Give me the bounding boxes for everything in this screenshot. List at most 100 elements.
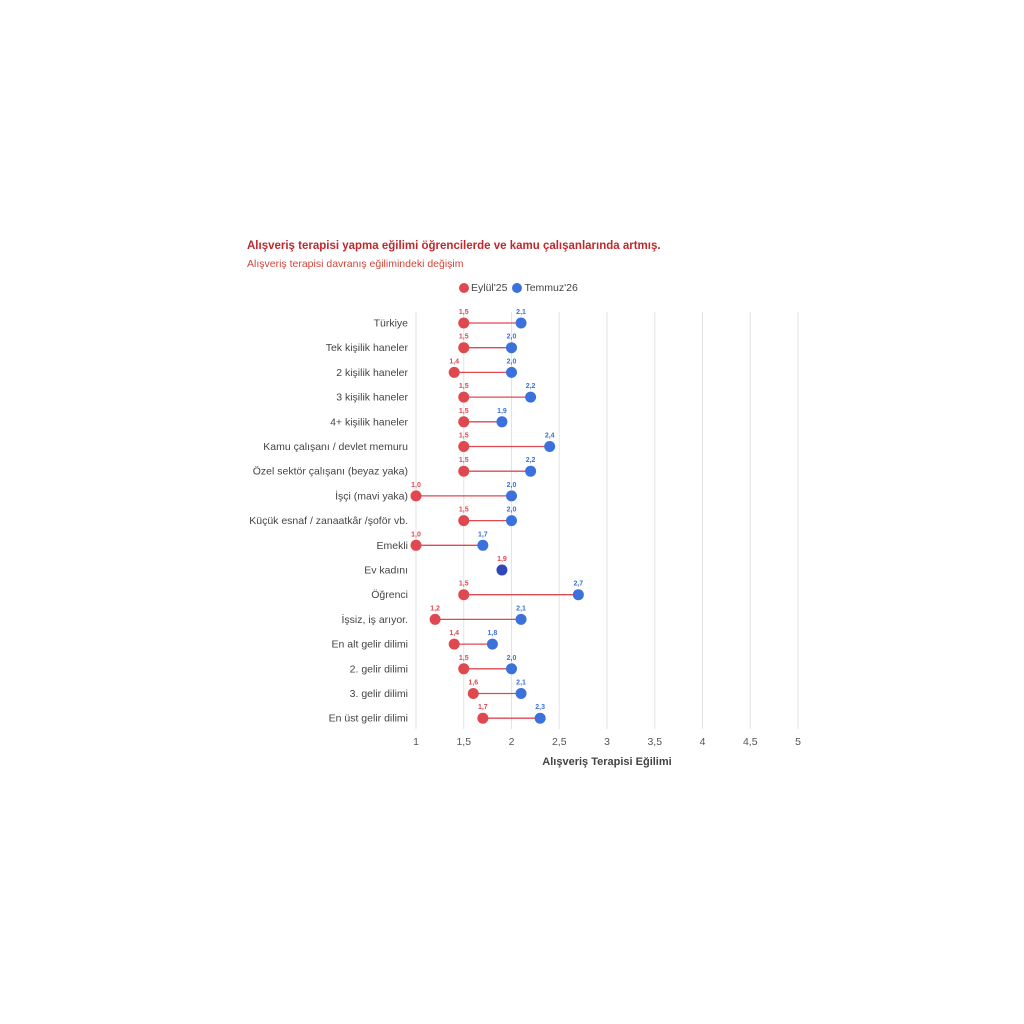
data-label-temmuz: 2,1 (516, 680, 526, 687)
x-tick-label: 4 (700, 736, 706, 748)
point-eylul (458, 465, 470, 477)
data-label-eylul: 1,0 (411, 482, 421, 489)
point-eylul (458, 663, 470, 675)
point-eylul (477, 712, 489, 724)
data-label-eylul: 1,5 (459, 507, 469, 514)
category-label: En alt gelir dilimi (332, 639, 408, 651)
point-eylul (458, 317, 470, 329)
category-label: En üst gelir dilimi (329, 713, 408, 725)
point-temmuz (515, 613, 527, 625)
point-temmuz (534, 712, 546, 724)
legend-label-temmuz: Temmuz'26 (524, 282, 578, 294)
data-label-temmuz: 2,0 (507, 655, 517, 662)
legend-item-temmuz[interactable]: Temmuz'26 (512, 282, 578, 294)
point-temmuz (525, 391, 537, 403)
legend-dot-eylul-icon (459, 283, 469, 293)
category-label: 3 kişilik haneler (336, 392, 408, 404)
category-label: 2. gelir dilimi (350, 663, 408, 675)
point-temmuz (486, 638, 498, 650)
data-label-temmuz: 1,7 (478, 531, 488, 538)
data-label-temmuz: 2,1 (516, 309, 526, 316)
point-eylul (458, 515, 470, 527)
category-label: 3. gelir dilimi (350, 688, 408, 700)
point-temmuz (506, 663, 517, 675)
category-label: İşçi (mavi yaka) (335, 489, 408, 502)
point-eylul (467, 688, 479, 699)
category-label: Kamu çalışanı / devlet memuru (263, 441, 408, 453)
chart-title: Alışveriş terapisi yapma eğilimi öğrenci… (247, 240, 661, 252)
data-label-eylul: 1,4 (449, 358, 459, 365)
point-eylul (458, 441, 470, 452)
x-tick-label: 4,5 (743, 736, 758, 748)
data-label-eylul: 1,0 (411, 531, 421, 538)
data-label-eylul: 1,5 (459, 433, 469, 440)
x-tick-label: 2 (509, 736, 515, 748)
data-label-temmuz: 2,2 (526, 383, 536, 390)
chart-subtitle: Alışveriş terapisi davranış eğilimindeki… (247, 258, 464, 270)
data-label-eylul: 1,9 (497, 556, 507, 563)
point-temmuz (572, 589, 584, 601)
data-label-temmuz: 2,0 (507, 482, 517, 489)
data-label-temmuz: 2,0 (507, 334, 517, 341)
category-label: İşsiz, iş arıyor. (341, 613, 408, 626)
data-label-temmuz: 2,1 (516, 605, 526, 612)
data-label-temmuz: 1,8 (488, 630, 498, 637)
x-tick-label: 1,5 (456, 736, 471, 748)
x-tick-label: 3,5 (647, 736, 662, 748)
data-label-eylul: 1,5 (459, 655, 469, 662)
data-label-eylul: 1,5 (459, 408, 469, 415)
point-temmuz (477, 539, 489, 551)
point-eylul (458, 342, 470, 354)
point-eylul (410, 490, 422, 502)
point-temmuz (515, 317, 527, 329)
category-label: Emekli (376, 540, 408, 552)
data-label-temmuz: 2,7 (573, 581, 583, 588)
x-tick-label: 5 (795, 736, 801, 748)
point-temmuz (506, 490, 517, 502)
data-label-eylul: 1,5 (459, 309, 469, 316)
data-label-eylul: 1,5 (459, 334, 469, 341)
category-label: Küçük esnaf / zanaatkâr /şoför vb. (249, 515, 408, 527)
legend-dot-temmuz-icon (512, 283, 523, 293)
point-temmuz (506, 366, 517, 378)
x-tick-label: 2,5 (552, 736, 567, 748)
point-overlap (496, 564, 508, 576)
data-label-temmuz: 2,0 (507, 507, 517, 514)
data-label-eylul: 1,5 (459, 581, 469, 588)
point-temmuz (525, 465, 537, 477)
data-label-eylul: 1,7 (478, 704, 488, 711)
data-label-eylul: 1,4 (449, 630, 459, 637)
x-tick-label: 3 (604, 736, 610, 748)
point-eylul (458, 416, 470, 428)
point-eylul (458, 391, 470, 403)
data-label-eylul: 1,2 (430, 605, 440, 612)
data-label-temmuz: 2,4 (545, 433, 555, 440)
point-temmuz (506, 515, 517, 527)
data-label-temmuz: 2,2 (526, 457, 536, 464)
point-temmuz (515, 688, 527, 699)
x-tick-label: 1 (413, 736, 419, 748)
category-label: Tek kişilik haneler (326, 342, 409, 354)
category-label: Öğrenci (371, 589, 408, 601)
legend-item-eylul[interactable]: Eylül'25 (459, 282, 507, 294)
x-axis-title: Alışveriş Terapisi Eğilimi (542, 756, 671, 768)
category-label: 4+ kişilik haneler (330, 416, 408, 428)
category-label: Ev kadını (364, 565, 408, 577)
category-label: Özel sektör çalışanı (beyaz yaka) (253, 466, 408, 478)
point-eylul (429, 613, 441, 625)
legend-label-eylul: Eylül'25 (471, 282, 508, 294)
data-label-temmuz: 1,9 (497, 408, 507, 415)
data-label-eylul: 1,6 (468, 680, 478, 687)
point-eylul (448, 638, 460, 650)
point-temmuz (544, 441, 556, 452)
category-label: 2 kişilik haneler (336, 367, 408, 379)
point-temmuz (496, 416, 508, 428)
legend: Eylül'25 Temmuz'26 (459, 281, 583, 295)
point-temmuz (506, 342, 517, 354)
point-eylul (458, 589, 470, 601)
point-eylul (448, 366, 460, 378)
data-label-temmuz: 2,3 (535, 704, 545, 711)
category-label: Türkiye (374, 318, 409, 330)
point-eylul (410, 539, 422, 551)
